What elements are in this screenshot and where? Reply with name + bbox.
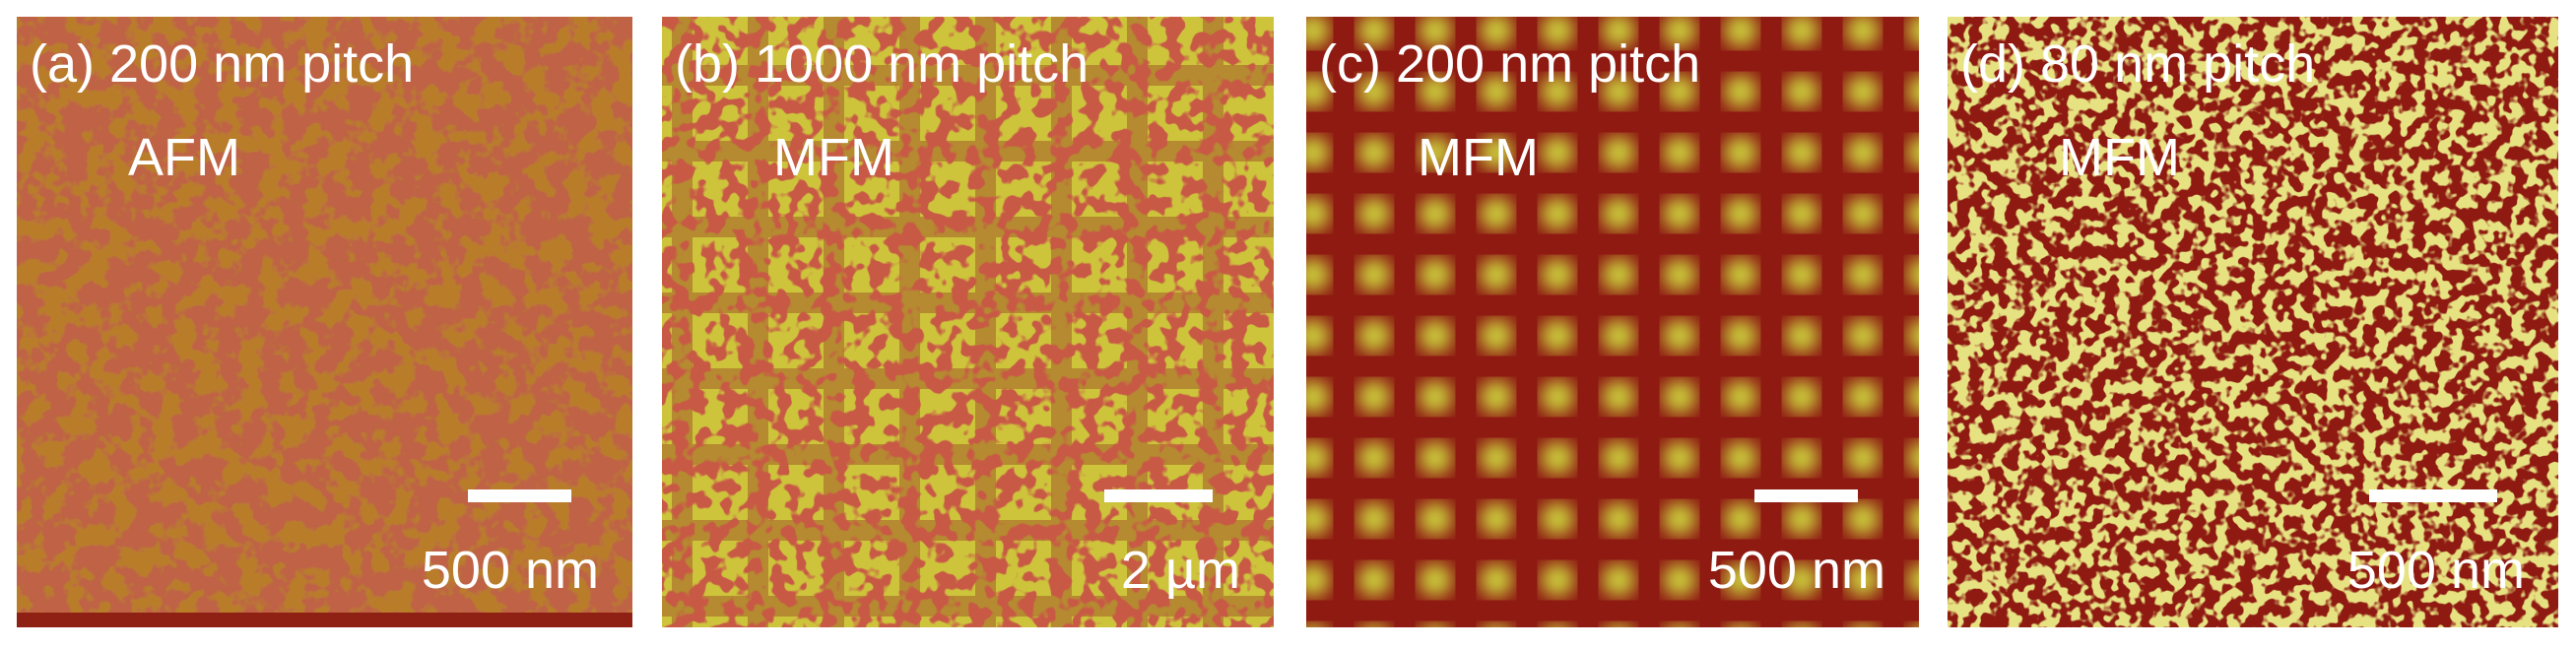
imaging-mode: MFM bbox=[1418, 128, 1539, 187]
imaging-mode: MFM bbox=[2059, 128, 2180, 187]
imaging-mode: MFM bbox=[773, 128, 894, 187]
scale-bar bbox=[1754, 489, 1858, 502]
panel-label: (c) 200 nm pitch bbox=[1319, 34, 1700, 94]
scale-bar-label: 500 nm bbox=[1708, 541, 1885, 600]
scale-bar bbox=[2369, 489, 2497, 502]
scale-bar-label: 500 nm bbox=[2347, 541, 2525, 600]
panel-image-a bbox=[17, 17, 632, 627]
scale-bar bbox=[468, 489, 571, 502]
scale-bar-label: 2 µm bbox=[1121, 541, 1240, 600]
panel-image-c bbox=[1306, 17, 1919, 627]
panel-image-b bbox=[662, 17, 1274, 627]
panel-image-d bbox=[1948, 17, 2558, 627]
imaging-mode: AFM bbox=[128, 128, 240, 187]
panel-label: (d) 80 nm pitch bbox=[1960, 34, 2315, 94]
scale-bar-label: 500 nm bbox=[422, 541, 599, 600]
scale-bar bbox=[1104, 489, 1213, 502]
panel-label: (b) 1000 nm pitch bbox=[675, 34, 1089, 94]
panel-label: (a) 200 nm pitch bbox=[30, 34, 414, 94]
